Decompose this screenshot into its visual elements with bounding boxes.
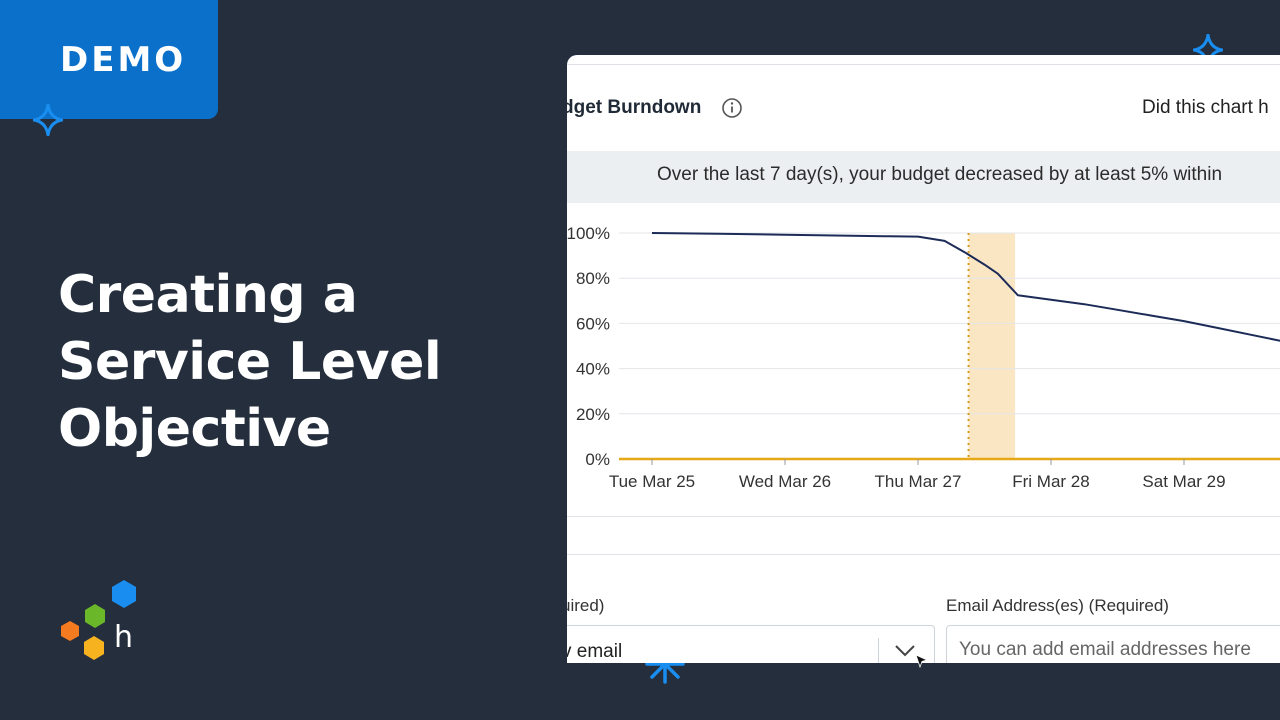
headline: Creating a Service Level Objective	[58, 262, 478, 463]
demo-badge: DEMO	[0, 0, 218, 119]
headline-line: Objective	[58, 399, 331, 459]
email-input[interactable]	[946, 625, 1280, 663]
summary-banner: Over the last 7 day(s), your budget decr…	[567, 151, 1280, 203]
slo-panel: dget Burndown Did this chart h Over the …	[567, 55, 1280, 663]
y-tick-label: 100%	[567, 224, 610, 243]
headline-line: Service Level	[58, 332, 442, 392]
notify-method-value: v email	[567, 641, 623, 662]
section-divider	[567, 554, 1280, 555]
chevron-down-icon[interactable]	[893, 644, 917, 658]
panel-divider	[567, 64, 1280, 65]
y-tick-label: 60%	[576, 314, 610, 333]
headline-line: Creating a	[58, 265, 358, 325]
email-label: Email Address(es) (Required)	[946, 596, 1169, 615]
section-divider	[567, 516, 1280, 517]
x-tick-label: Wed Mar 26	[739, 472, 831, 491]
summary-text: Over the last 7 day(s), your budget decr…	[657, 164, 1223, 185]
logo-letter: h	[114, 620, 133, 655]
y-tick-label: 80%	[576, 269, 610, 288]
card-title: dget Burndown	[567, 97, 702, 118]
info-icon[interactable]	[721, 97, 743, 119]
feedback-prompt[interactable]: Did this chart h	[1142, 97, 1269, 118]
sparkle-icon	[33, 104, 63, 136]
honeycomb-logo-icon: h	[61, 580, 136, 660]
alert-highlight-band	[968, 233, 1016, 459]
x-tick-label: Sat Mar 29	[1142, 472, 1225, 491]
notify-label: uired)	[567, 596, 605, 615]
y-tick-label: 0%	[585, 450, 610, 469]
x-tick-label: Tue Mar 25	[609, 472, 695, 491]
y-tick-label: 20%	[576, 405, 610, 424]
burndown-chart: 100% 80% 60% 40% 20% 0% Tue Mar 25 Wed Mar 26 Th…	[567, 224, 1280, 491]
notify-method-select[interactable]: v email	[567, 625, 935, 663]
x-tick-label: Fri Mar 28	[1012, 472, 1089, 491]
burndown-series-line	[651, 232, 1280, 342]
x-tick-label: Thu Mar 27	[875, 472, 962, 491]
demo-label: DEMO	[60, 40, 187, 80]
mouse-cursor-icon	[915, 654, 929, 668]
y-tick-label: 40%	[576, 360, 610, 379]
select-separator	[878, 638, 879, 663]
